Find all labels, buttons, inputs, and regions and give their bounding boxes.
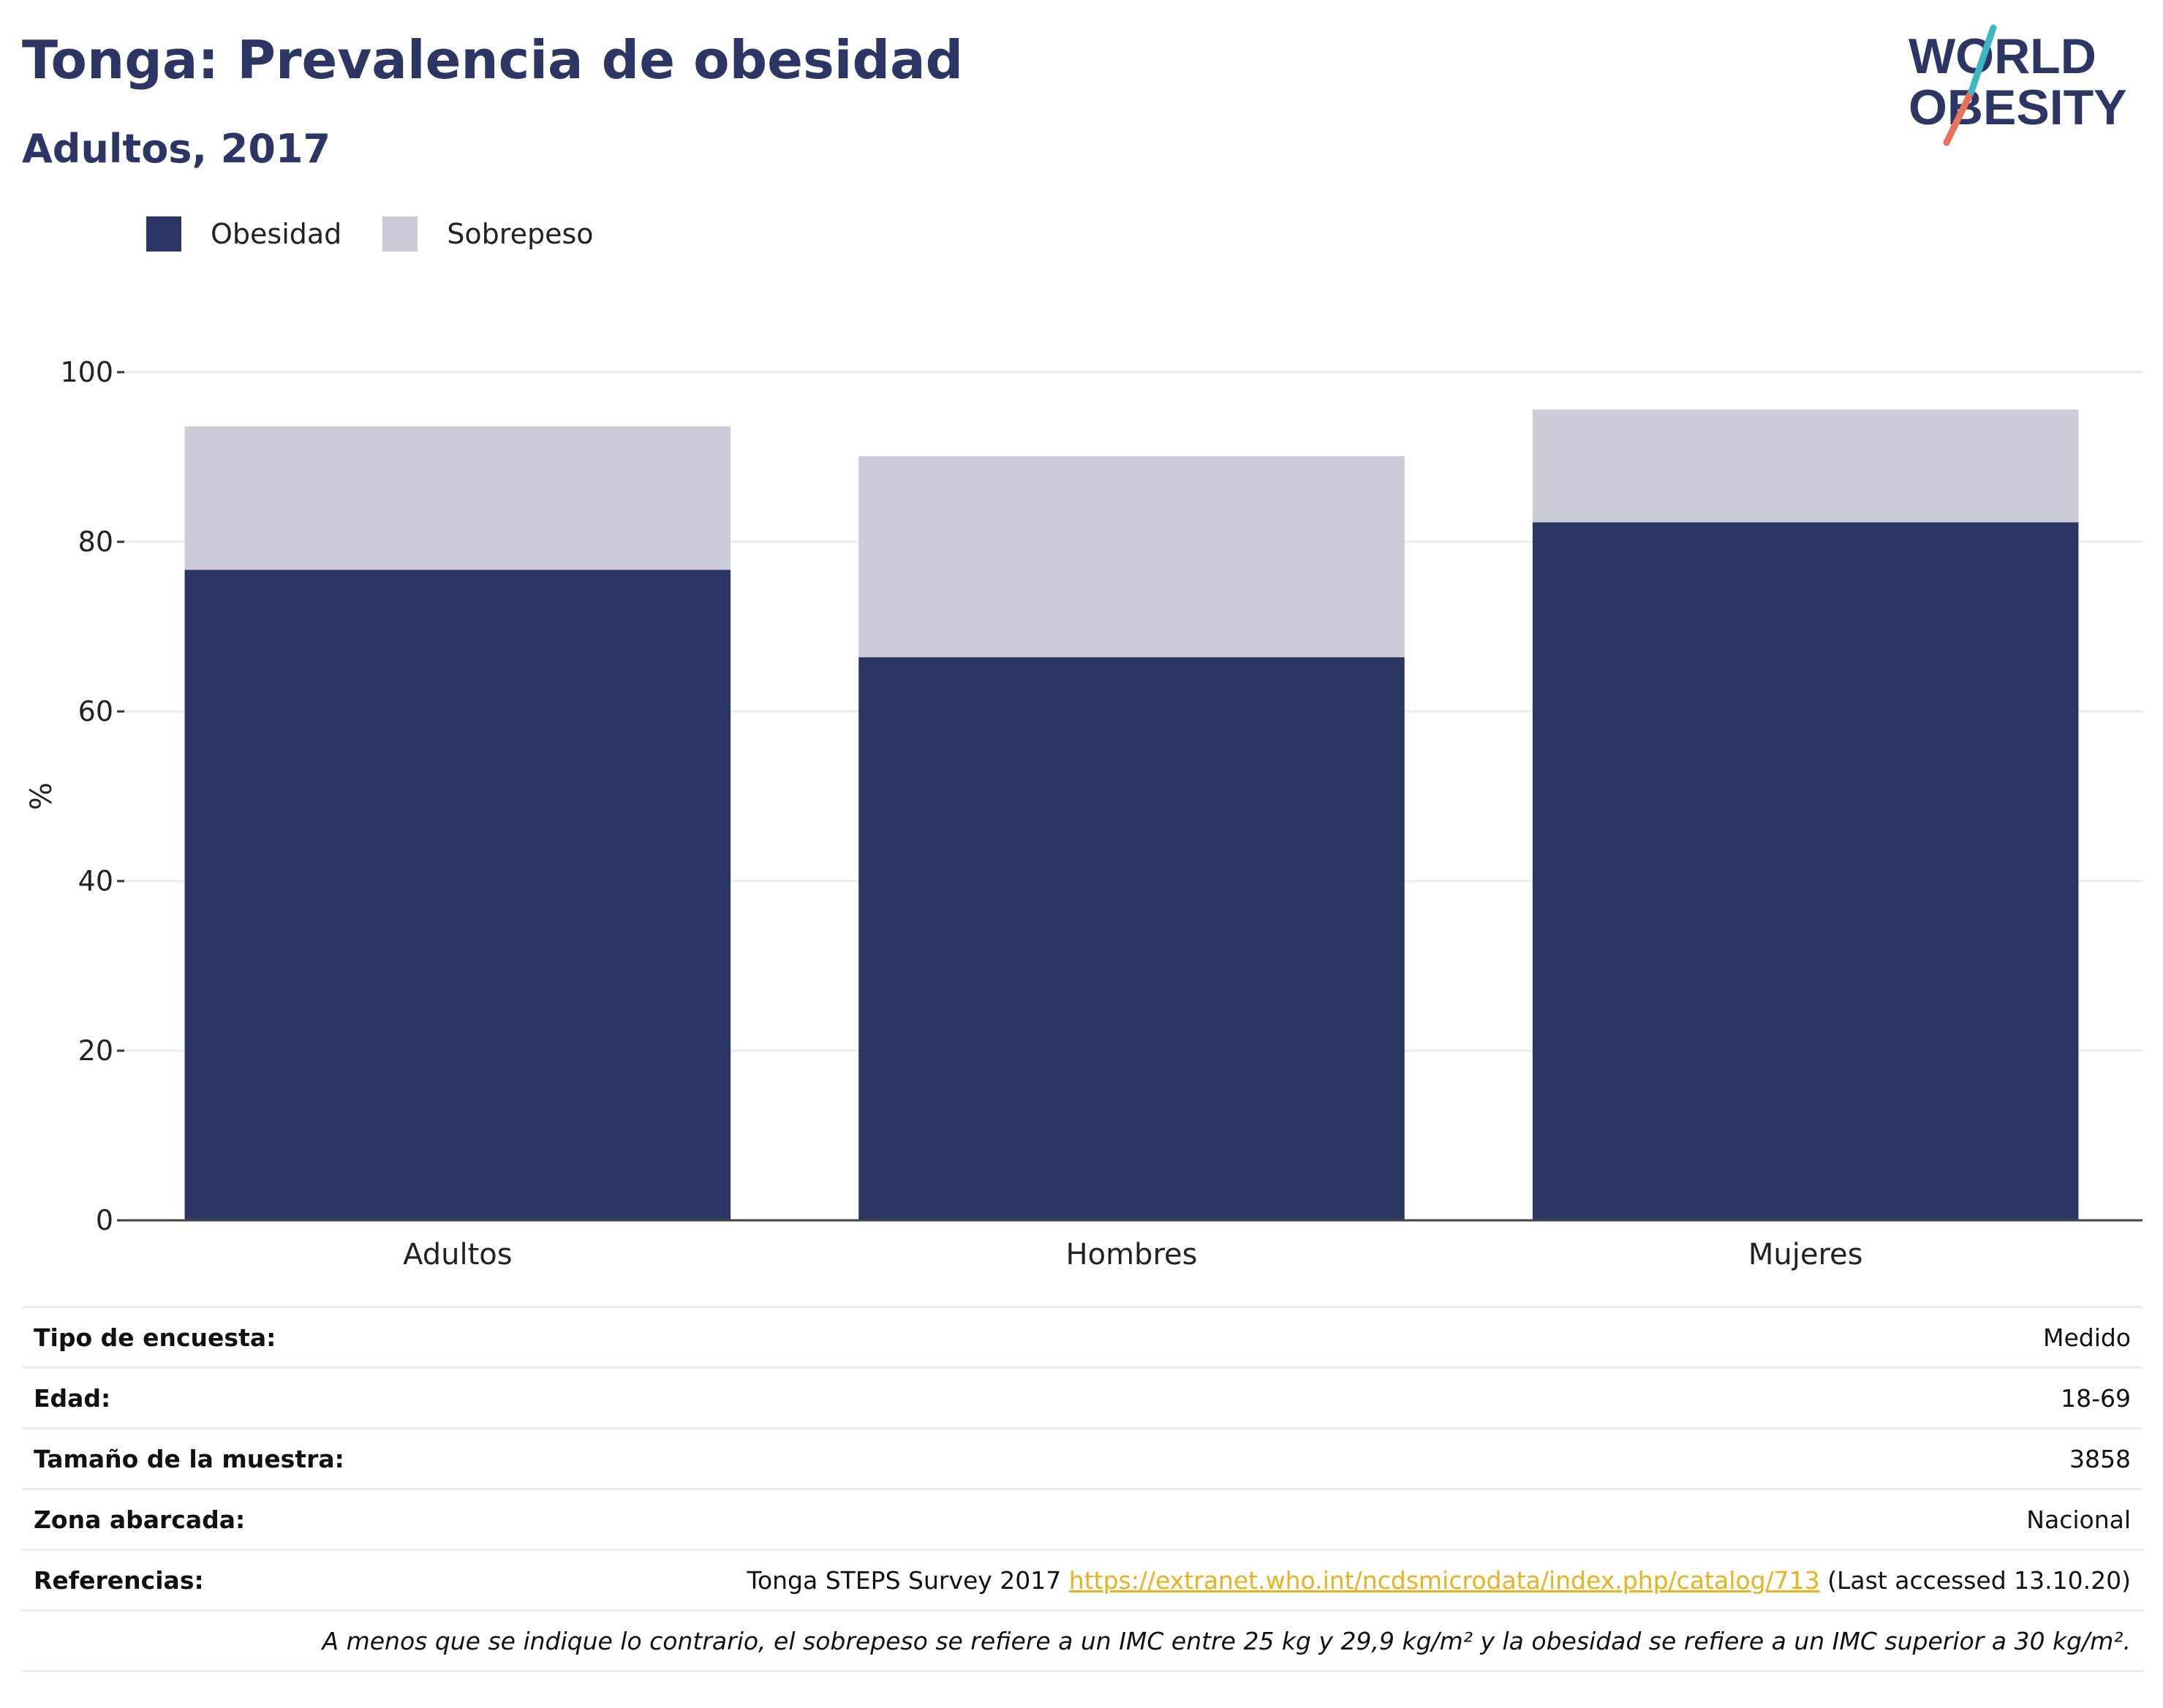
info-value: 18-69 — [2061, 1383, 2131, 1413]
x-tick-label: Mujeres — [1748, 1238, 1863, 1271]
info-row-referencias: Referencias: Tonga STEPS Survey 2017 htt… — [22, 1549, 2143, 1609]
y-tick-label: 100 — [60, 356, 113, 388]
legend-swatch-sobrepeso — [382, 216, 418, 252]
reference-link[interactable]: https://extranet.who.int/ncdsmicrodata/i… — [1068, 1565, 1820, 1595]
reference-text: Tonga STEPS Survey 2017 — [747, 1565, 1062, 1595]
bar-obesidad — [1532, 522, 2079, 1220]
info-label: Tipo de encuesta: — [34, 1323, 276, 1352]
footnote: A menos que se indique lo contrario, el … — [322, 1626, 2131, 1655]
legend-item-obesidad: Obesidad — [146, 216, 341, 252]
info-row-footnote: A menos que se indique lo contrario, el … — [22, 1609, 2143, 1672]
svg-text:OBESITY: OBESITY — [1909, 80, 2127, 135]
y-tick-label: 80 — [78, 526, 113, 558]
bar-sobrepeso — [184, 426, 731, 570]
info-row-zona: Zona abarcada: Nacional — [22, 1488, 2143, 1549]
bar-obesidad — [858, 657, 1405, 1220]
world-obesity-logo: WORLD OBESITY — [1909, 24, 2127, 146]
legend-label-obesidad: Obesidad — [211, 218, 342, 250]
y-tick-label: 0 — [96, 1204, 113, 1236]
y-axis-label: % — [25, 782, 58, 810]
x-tick-label: Adultos — [403, 1238, 513, 1271]
survey-info-table: Tipo de encuesta: Medido Edad: 18-69 Tam… — [22, 1306, 2143, 1672]
info-row-tipo: Tipo de encuesta: Medido — [22, 1306, 2143, 1367]
reference-accessed: (Last accessed 13.10.20) — [1827, 1565, 2131, 1595]
chart-legend: Obesidad Sobrepeso — [146, 216, 635, 252]
legend-label-sobrepeso: Sobrepeso — [447, 218, 594, 250]
info-row-muestra: Tamaño de la muestra: 3858 — [22, 1427, 2143, 1488]
info-row-edad: Edad: 18-69 — [22, 1367, 2143, 1427]
legend-swatch-obesidad — [146, 216, 181, 252]
info-value: 3858 — [2069, 1444, 2131, 1473]
info-label: Tamaño de la muestra: — [34, 1444, 344, 1473]
y-tick-label: 20 — [78, 1035, 113, 1067]
info-value: Medido — [2042, 1323, 2131, 1352]
page-title: Tonga: Prevalencia de obesidad — [22, 29, 964, 91]
page-subtitle: Adultos, 2017 — [22, 126, 331, 172]
info-value: Nacional — [2026, 1505, 2131, 1534]
info-label: Edad: — [34, 1383, 111, 1413]
bar-sobrepeso — [858, 456, 1405, 657]
y-tick-label: 60 — [78, 695, 113, 728]
stacked-bar-chart: 0 20 40 60 80 100% Adultos Hombres Mujeres — [25, 356, 2143, 1271]
bar-obesidad — [184, 570, 731, 1220]
reference-value: Tonga STEPS Survey 2017 https://extranet… — [747, 1566, 2131, 1595]
y-tick-label: 40 — [78, 865, 113, 897]
info-label: Referencias: — [34, 1565, 204, 1595]
legend-item-sobrepeso: Sobrepeso — [382, 216, 594, 252]
bar-sobrepeso — [1532, 409, 2079, 523]
info-label: Zona abarcada: — [34, 1505, 246, 1534]
x-tick-label: Hombres — [1066, 1238, 1198, 1271]
svg-text:WORLD: WORLD — [1909, 29, 2096, 84]
